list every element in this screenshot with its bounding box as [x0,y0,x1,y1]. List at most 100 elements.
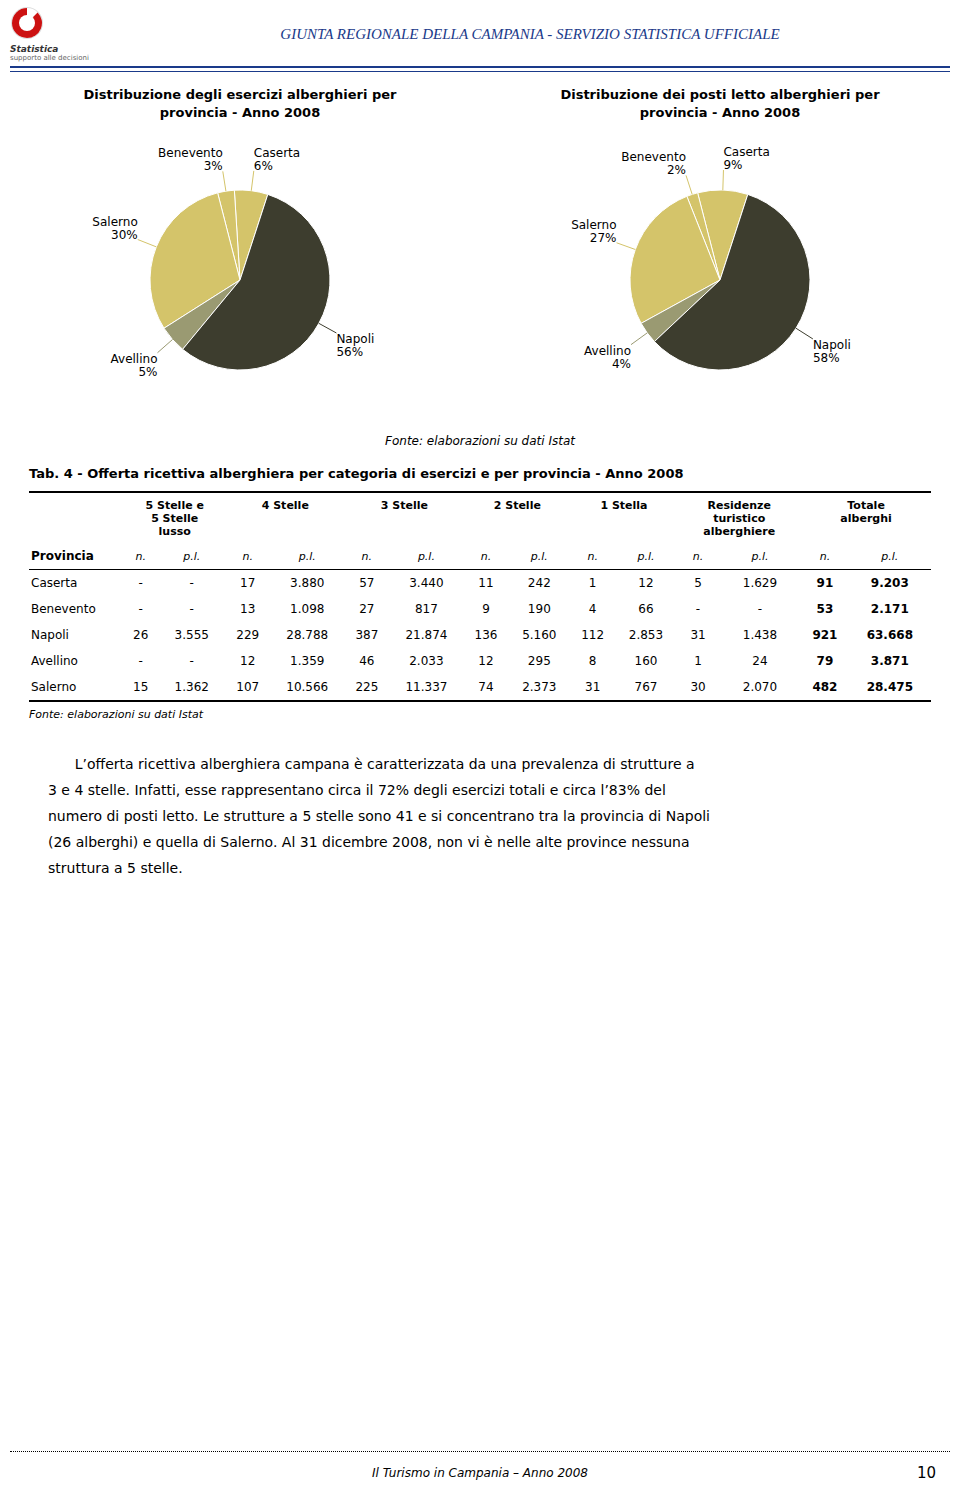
html-text:provincia - Anno 2008: provincia - Anno 2008 [639,105,801,120]
html-text:2.033: 2.033 [409,654,444,668]
html-text:5.160: 5.160 [522,628,557,642]
html-text:11.337: 11.337 [405,680,448,694]
html-text:112: 112 [581,628,605,642]
html-text:31: 31 [585,680,601,694]
html-text:74: 74 [478,680,494,694]
html-text:31: 31 [690,628,706,642]
html-text:79: 79 [816,654,834,668]
html-text:46: 46 [359,654,375,668]
html-text:Caserta: Caserta [31,576,78,590]
svg-text:Caserta9%: Caserta9% [723,145,769,172]
html-text:12: 12 [478,654,494,668]
html-text:3 e 4 stelle. Infatti, esse ra: 3 e 4 stelle. Infatti, esse rappresentan… [48,782,666,798]
svg-text:Napoli56%: Napoli56% [336,332,374,359]
svg-text:Avellino4%: Avellino4% [584,344,631,371]
html-text:817: 817 [415,602,438,616]
html-text:190: 190 [527,602,551,616]
html-text:Tab. 4 - Offerta ricettiva alb: Tab. 4 - Offerta ricettiva alberghiera p… [29,466,684,481]
html-text:alberghiere: alberghiere [703,525,776,538]
html-text:160: 160 [634,654,658,668]
html-text:12: 12 [638,576,654,590]
html-text:21.874: 21.874 [405,628,448,642]
html-text:57: 57 [359,576,375,590]
html-text:alberghi: alberghi [840,512,892,525]
html-text:225: 225 [355,680,379,694]
html-text:GIUNTA REGIONALE DELLA CAMPANI: GIUNTA REGIONALE DELLA CAMPANIA - SERVIZ… [280,25,780,42]
html-text:2.373: 2.373 [522,680,557,694]
html-text:27: 27 [359,602,375,616]
html-text:11: 11 [478,576,494,590]
html-text:Distribuzione degli esercizi a: Distribuzione degli esercizi alberghieri… [83,87,397,102]
html-text:107: 107 [236,680,260,694]
html-text:2.853: 2.853 [628,628,664,642]
html-text:Napoli: Napoli [31,628,69,642]
html-text:3.880: 3.880 [290,576,325,590]
html-text:turistico: turistico [713,512,766,525]
html-text:91: 91 [816,576,834,590]
html-text:numero di posti letto. Le stru: numero di posti letto. Le strutture a 5 … [48,808,710,824]
html-text:26: 26 [133,628,149,642]
html-text:10.566: 10.566 [286,680,329,694]
html-text:1.362: 1.362 [174,680,209,694]
html-text:2 Stelle: 2 Stelle [493,499,541,512]
html-text:1.359: 1.359 [290,654,325,668]
html-text:28.475: 28.475 [866,680,913,694]
html-text:229: 229 [236,628,260,642]
html-text:struttura a 5 stelle.: struttura a 5 stelle. [48,860,183,876]
html-text:482: 482 [812,680,838,694]
html-text:4 Stelle: 4 Stelle [261,499,309,512]
svg-text:Caserta6%: Caserta6% [254,146,300,173]
svg-text:Benevento2%: Benevento2% [621,150,686,177]
html-text:63.668: 63.668 [866,628,913,642]
html-text:p.l.: p.l. [183,550,201,563]
html-text:Salerno: Salerno [31,680,77,694]
html-text:(26 alberghi) e quella di Sale: (26 alberghi) e quella di Salerno. Al 31… [48,834,690,850]
html-text:2.070: 2.070 [742,680,778,694]
html-text:p.l.: p.l. [298,550,316,563]
html-text:3.871: 3.871 [870,654,909,668]
html-text:24: 24 [752,654,768,668]
html-text:767: 767 [634,680,658,694]
html-text:2.171: 2.171 [870,602,909,616]
html-text:lusso: lusso [158,525,191,538]
html-text:10: 10 [916,1464,936,1482]
html-text:295: 295 [527,654,551,668]
svg-text:Napoli58%: Napoli58% [813,338,851,365]
html-text:921: 921 [812,628,838,642]
html-text:28.788: 28.788 [286,628,329,642]
html-text:13: 13 [240,602,256,616]
html-text:Il Turismo in Campania – Anno: Il Turismo in Campania – Anno 2008 [372,1466,588,1480]
html-text:L’offerta ricettiva alberghier: L’offerta ricettiva alberghiera campana … [48,756,695,772]
html-text:136: 136 [474,628,498,642]
html-text:17: 17 [240,576,256,590]
html-text:12: 12 [240,654,256,668]
html-text:Fonte: elaborazioni su dati Is: Fonte: elaborazioni su dati Istat [385,434,575,448]
html-text:3 Stelle: 3 Stelle [380,499,428,512]
html-text:3.555: 3.555 [174,628,209,642]
html-text:66: 66 [638,602,654,616]
html-text:1.629: 1.629 [742,576,778,590]
html-text:1.098: 1.098 [290,602,325,616]
html-text:15: 15 [133,680,149,694]
html-text:1 Stella: 1 Stella [600,499,648,512]
svg-text:Benevento3%: Benevento3% [158,146,223,173]
html-text:provincia - Anno 2008: provincia - Anno 2008 [159,105,321,120]
html-text:242: 242 [527,576,551,590]
html-text:Totale: Totale [847,499,885,512]
svg-text:Salerno30%: Salerno30% [92,215,137,242]
html-text:30: 30 [690,680,706,694]
html-text:Distribuzione dei posti letto: Distribuzione dei posti letto alberghier… [560,87,880,102]
html-text:5 Stelle: 5 Stelle [151,512,199,525]
html-text:9.203: 9.203 [870,576,909,590]
html-text:Avellino: Avellino [31,654,78,668]
html-text:53: 53 [816,602,834,616]
svg-text:Avellino5%: Avellino5% [111,352,158,379]
html-text:3.440: 3.440 [409,576,444,590]
html-text:Provincia: Provincia [31,549,94,563]
html-text:1.438: 1.438 [742,628,778,642]
html-text:Benevento: Benevento [31,602,96,616]
html-text:5 Stelle e: 5 Stelle e [145,499,204,512]
html-text:387: 387 [355,628,379,642]
svg-text:Salerno27%: Salerno27% [571,218,616,245]
html-text:Residenze: Residenze [707,499,771,512]
